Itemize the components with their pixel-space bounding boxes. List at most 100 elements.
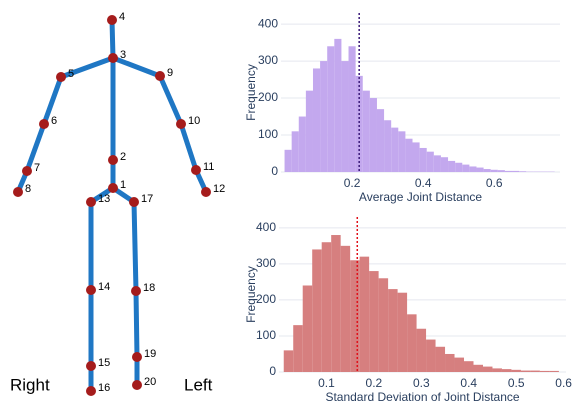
bar bbox=[378, 278, 389, 372]
y-tick-label: 400 bbox=[258, 16, 278, 30]
joint-label: 12 bbox=[213, 183, 225, 195]
joint bbox=[201, 187, 211, 197]
y-tick-label: 0 bbox=[269, 364, 276, 378]
bar bbox=[455, 162, 463, 172]
bone bbox=[24, 121, 47, 174]
y-tick-label: 100 bbox=[256, 328, 276, 342]
bar bbox=[350, 260, 360, 372]
bar bbox=[312, 249, 322, 372]
bar bbox=[482, 366, 493, 372]
bar bbox=[440, 157, 449, 172]
y-axis-title: Frequency bbox=[244, 266, 258, 323]
bar bbox=[348, 46, 356, 172]
bar bbox=[293, 325, 303, 372]
bone bbox=[41, 74, 64, 127]
bar bbox=[473, 364, 483, 372]
joint-label: 3 bbox=[120, 49, 126, 61]
x-tick-label: 0.5 bbox=[508, 376, 525, 390]
bone bbox=[131, 199, 139, 294]
bar bbox=[435, 346, 446, 372]
x-tick-label: 0.1 bbox=[318, 376, 335, 390]
joint bbox=[39, 119, 49, 129]
x-tick-label: 0.3 bbox=[413, 376, 430, 390]
joint bbox=[131, 286, 141, 296]
x-axis-title: Average Joint Distance bbox=[359, 190, 483, 204]
joint-label: 2 bbox=[120, 151, 126, 163]
joint-label: 8 bbox=[25, 183, 31, 195]
bar bbox=[539, 370, 550, 372]
x-tick-label: 0.2 bbox=[366, 376, 383, 390]
y-tick-label: 0 bbox=[271, 164, 278, 178]
joint bbox=[86, 361, 96, 371]
bar bbox=[511, 369, 521, 372]
bar bbox=[369, 98, 377, 172]
bar bbox=[412, 142, 420, 172]
bar bbox=[419, 147, 427, 172]
joint-label: 13 bbox=[98, 193, 110, 205]
bar bbox=[359, 256, 370, 372]
bar bbox=[407, 314, 417, 372]
joint bbox=[129, 197, 139, 207]
joint bbox=[108, 53, 118, 63]
bar bbox=[448, 160, 456, 172]
y-tick-label: 200 bbox=[258, 90, 278, 104]
bar bbox=[512, 170, 520, 172]
joint-label: 4 bbox=[119, 11, 125, 23]
joint bbox=[86, 386, 96, 396]
bone bbox=[110, 55, 163, 79]
y-tick-label: 300 bbox=[258, 53, 278, 67]
bar bbox=[305, 90, 313, 172]
bar bbox=[327, 46, 335, 172]
joint bbox=[56, 72, 66, 82]
bone bbox=[58, 55, 116, 80]
bar bbox=[291, 131, 299, 172]
bar bbox=[530, 370, 540, 372]
bar bbox=[501, 369, 512, 372]
bar bbox=[397, 292, 408, 372]
joint bbox=[132, 352, 142, 362]
bar bbox=[376, 109, 385, 172]
y-tick-label: 400 bbox=[256, 220, 276, 234]
bar bbox=[334, 38, 342, 172]
joint-label: 17 bbox=[141, 193, 153, 205]
bar bbox=[405, 138, 413, 172]
joint bbox=[108, 155, 118, 165]
joint bbox=[86, 285, 96, 295]
bar bbox=[355, 75, 363, 172]
joint-label: 1 bbox=[120, 179, 126, 191]
bar bbox=[369, 271, 379, 372]
joint-label: 18 bbox=[143, 282, 155, 294]
bar bbox=[341, 61, 349, 173]
y-axis-title: Frequency bbox=[244, 64, 258, 121]
joint-label: 14 bbox=[98, 281, 110, 293]
joint bbox=[155, 71, 165, 81]
bar bbox=[519, 171, 527, 172]
y-tick-label: 300 bbox=[256, 256, 276, 270]
bar bbox=[549, 370, 559, 372]
y-tick-label: 100 bbox=[258, 127, 278, 141]
joint bbox=[86, 197, 96, 207]
bar bbox=[426, 151, 434, 172]
joint bbox=[107, 15, 117, 25]
joint bbox=[132, 380, 142, 390]
joint-label: 7 bbox=[34, 162, 40, 174]
bar bbox=[388, 289, 398, 372]
bar bbox=[416, 328, 427, 372]
y-tick-label: 200 bbox=[256, 292, 276, 306]
bar bbox=[312, 68, 321, 172]
bar bbox=[298, 116, 306, 172]
x-tick-label: 0.6 bbox=[486, 176, 503, 190]
bar bbox=[520, 370, 531, 372]
bar bbox=[462, 164, 470, 172]
bar bbox=[464, 361, 474, 372]
bar bbox=[445, 353, 455, 372]
joint bbox=[191, 165, 201, 175]
joint-label: 5 bbox=[68, 68, 74, 80]
bar bbox=[283, 350, 294, 372]
bar bbox=[384, 120, 392, 172]
bar bbox=[320, 61, 328, 173]
bar bbox=[362, 90, 370, 172]
bar bbox=[476, 167, 484, 172]
bone bbox=[178, 121, 199, 173]
